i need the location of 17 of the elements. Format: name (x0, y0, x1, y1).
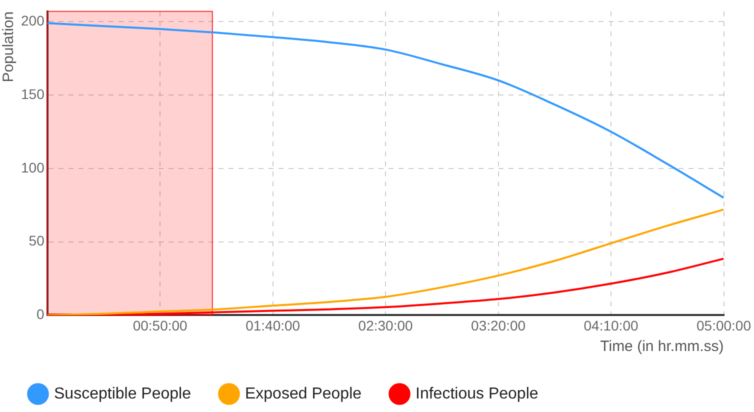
line-series (47, 22, 724, 199)
x-tick-label: 05:00:00 (696, 317, 752, 334)
y-tick-label: 200 (21, 12, 45, 29)
x-axis-title: Time (in hr.mm.ss) (600, 338, 724, 356)
y-tick-label: 50 (28, 232, 45, 249)
x-tick-label: 04:10:00 (584, 317, 638, 334)
legend-label: Infectious People (416, 385, 538, 402)
x-tick-label: 01:40:00 (246, 317, 300, 334)
y-tick-label: 100 (21, 159, 45, 176)
legend-label: Susceptible People (54, 385, 192, 402)
x-tick-label: 03:20:00 (471, 317, 526, 334)
x-tick-label: 02:30:00 (358, 317, 414, 334)
x-tick-label: 00:50:00 (132, 317, 188, 334)
legend-label: Exposed People (244, 385, 362, 402)
y-tick-label: 0 (36, 306, 45, 322)
y-tick-label: 150 (21, 86, 45, 102)
y-axis-title: Population (0, 11, 18, 82)
